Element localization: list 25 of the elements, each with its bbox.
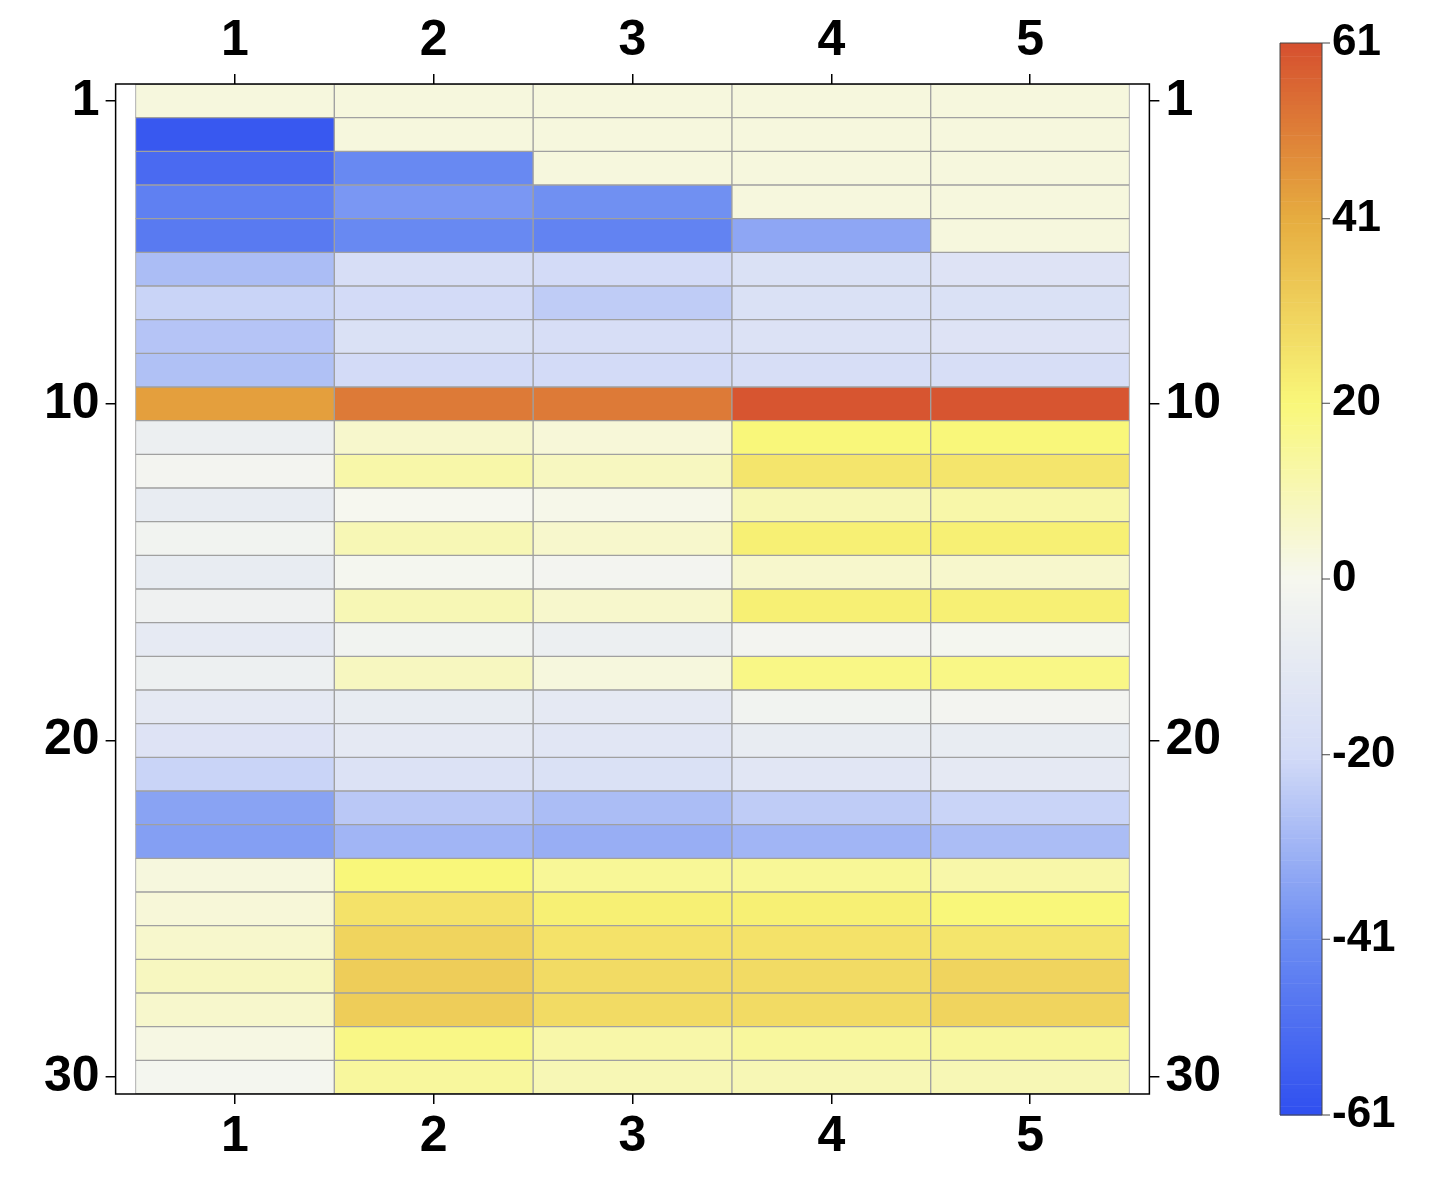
color-bar-label: -61 xyxy=(1332,1087,1396,1137)
y2-tick-label: 20 xyxy=(43,709,100,766)
color-bar-label: -41 xyxy=(1332,911,1396,961)
category-label: 5 xyxy=(1016,9,1045,66)
x-tick-label: 4 xyxy=(817,1105,846,1162)
x-tick-label: 5 xyxy=(1016,1105,1045,1162)
y2-tick-label: 10 xyxy=(43,372,100,429)
y2-tick-label: 1 xyxy=(71,69,100,126)
y2-tick-label: 30 xyxy=(43,1045,100,1102)
category-label: 4 xyxy=(817,9,846,66)
y-tick-label: 1 xyxy=(1165,69,1194,126)
y-tick-label: 30 xyxy=(1165,1045,1222,1102)
x-tick-label: 3 xyxy=(618,1105,647,1162)
y-tick-label: 20 xyxy=(1165,709,1222,766)
y-tick-label: 10 xyxy=(1165,372,1222,429)
color-bar-label: 61 xyxy=(1332,15,1381,65)
color-bar-label: -20 xyxy=(1332,726,1396,776)
x-tick-label: 2 xyxy=(419,1105,448,1162)
color-bar-label: 20 xyxy=(1332,375,1381,425)
color-bar-label: 0 xyxy=(1332,551,1357,601)
color-bar-label: 41 xyxy=(1332,190,1381,240)
category-label: 3 xyxy=(618,9,647,66)
category-label: 1 xyxy=(220,9,249,66)
category-label: 2 xyxy=(419,9,448,66)
x-tick-label: 1 xyxy=(220,1105,249,1162)
